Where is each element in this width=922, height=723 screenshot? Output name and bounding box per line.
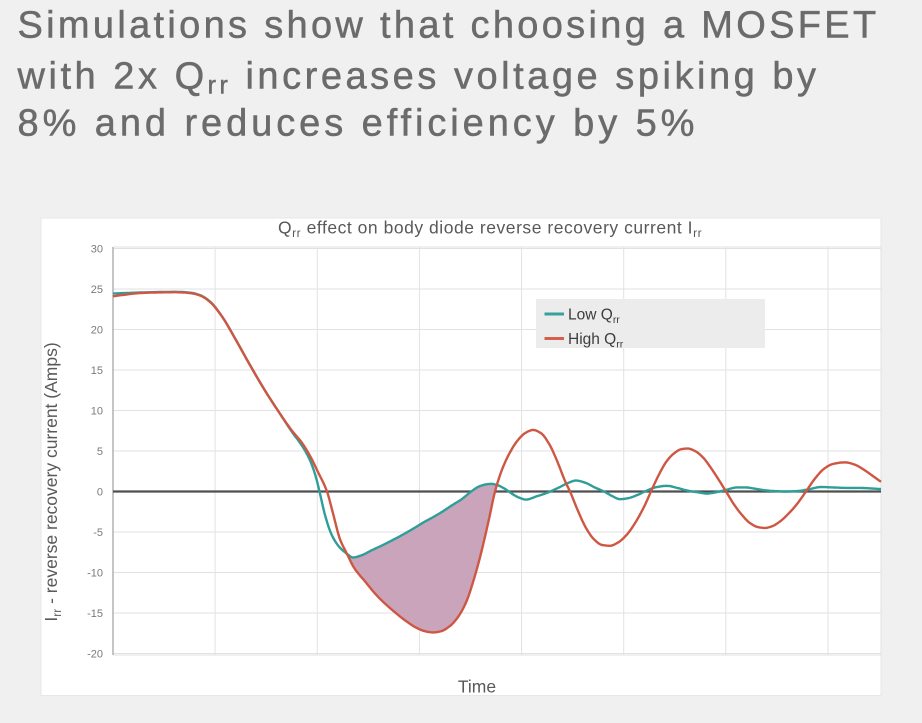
svg-text:8% and reduces efficiency by 5: 8% and reduces efficiency by 5%: [18, 103, 699, 145]
svg-text:-5: -5: [93, 527, 103, 539]
svg-text:-15: -15: [87, 608, 103, 620]
svg-text:25: 25: [91, 284, 103, 296]
svg-text:5: 5: [97, 446, 103, 458]
svg-text:20: 20: [91, 325, 103, 337]
svg-text:-20: -20: [87, 649, 103, 661]
svg-text:10: 10: [91, 406, 103, 418]
svg-text:0: 0: [97, 487, 103, 499]
svg-text:with 2x Qrr increases voltage: with 2x Qrr increases voltage spiking by: [17, 56, 820, 100]
svg-text:Simulations show that choosing: Simulations show that choosing a MOSFET: [18, 4, 880, 46]
svg-text:30: 30: [91, 244, 103, 256]
svg-text:Qrr effect on body diode rever: Qrr effect on body diode reverse recover…: [278, 218, 702, 241]
svg-text:Irr - reverse recovery current: Irr - reverse recovery current (Amps): [41, 342, 64, 621]
svg-text:Time: Time: [458, 676, 496, 696]
svg-text:Low Qrr: Low Qrr: [568, 307, 620, 327]
svg-text:-10: -10: [87, 568, 103, 580]
svg-text:High Qrr: High Qrr: [568, 331, 624, 351]
svg-text:15: 15: [91, 365, 103, 377]
